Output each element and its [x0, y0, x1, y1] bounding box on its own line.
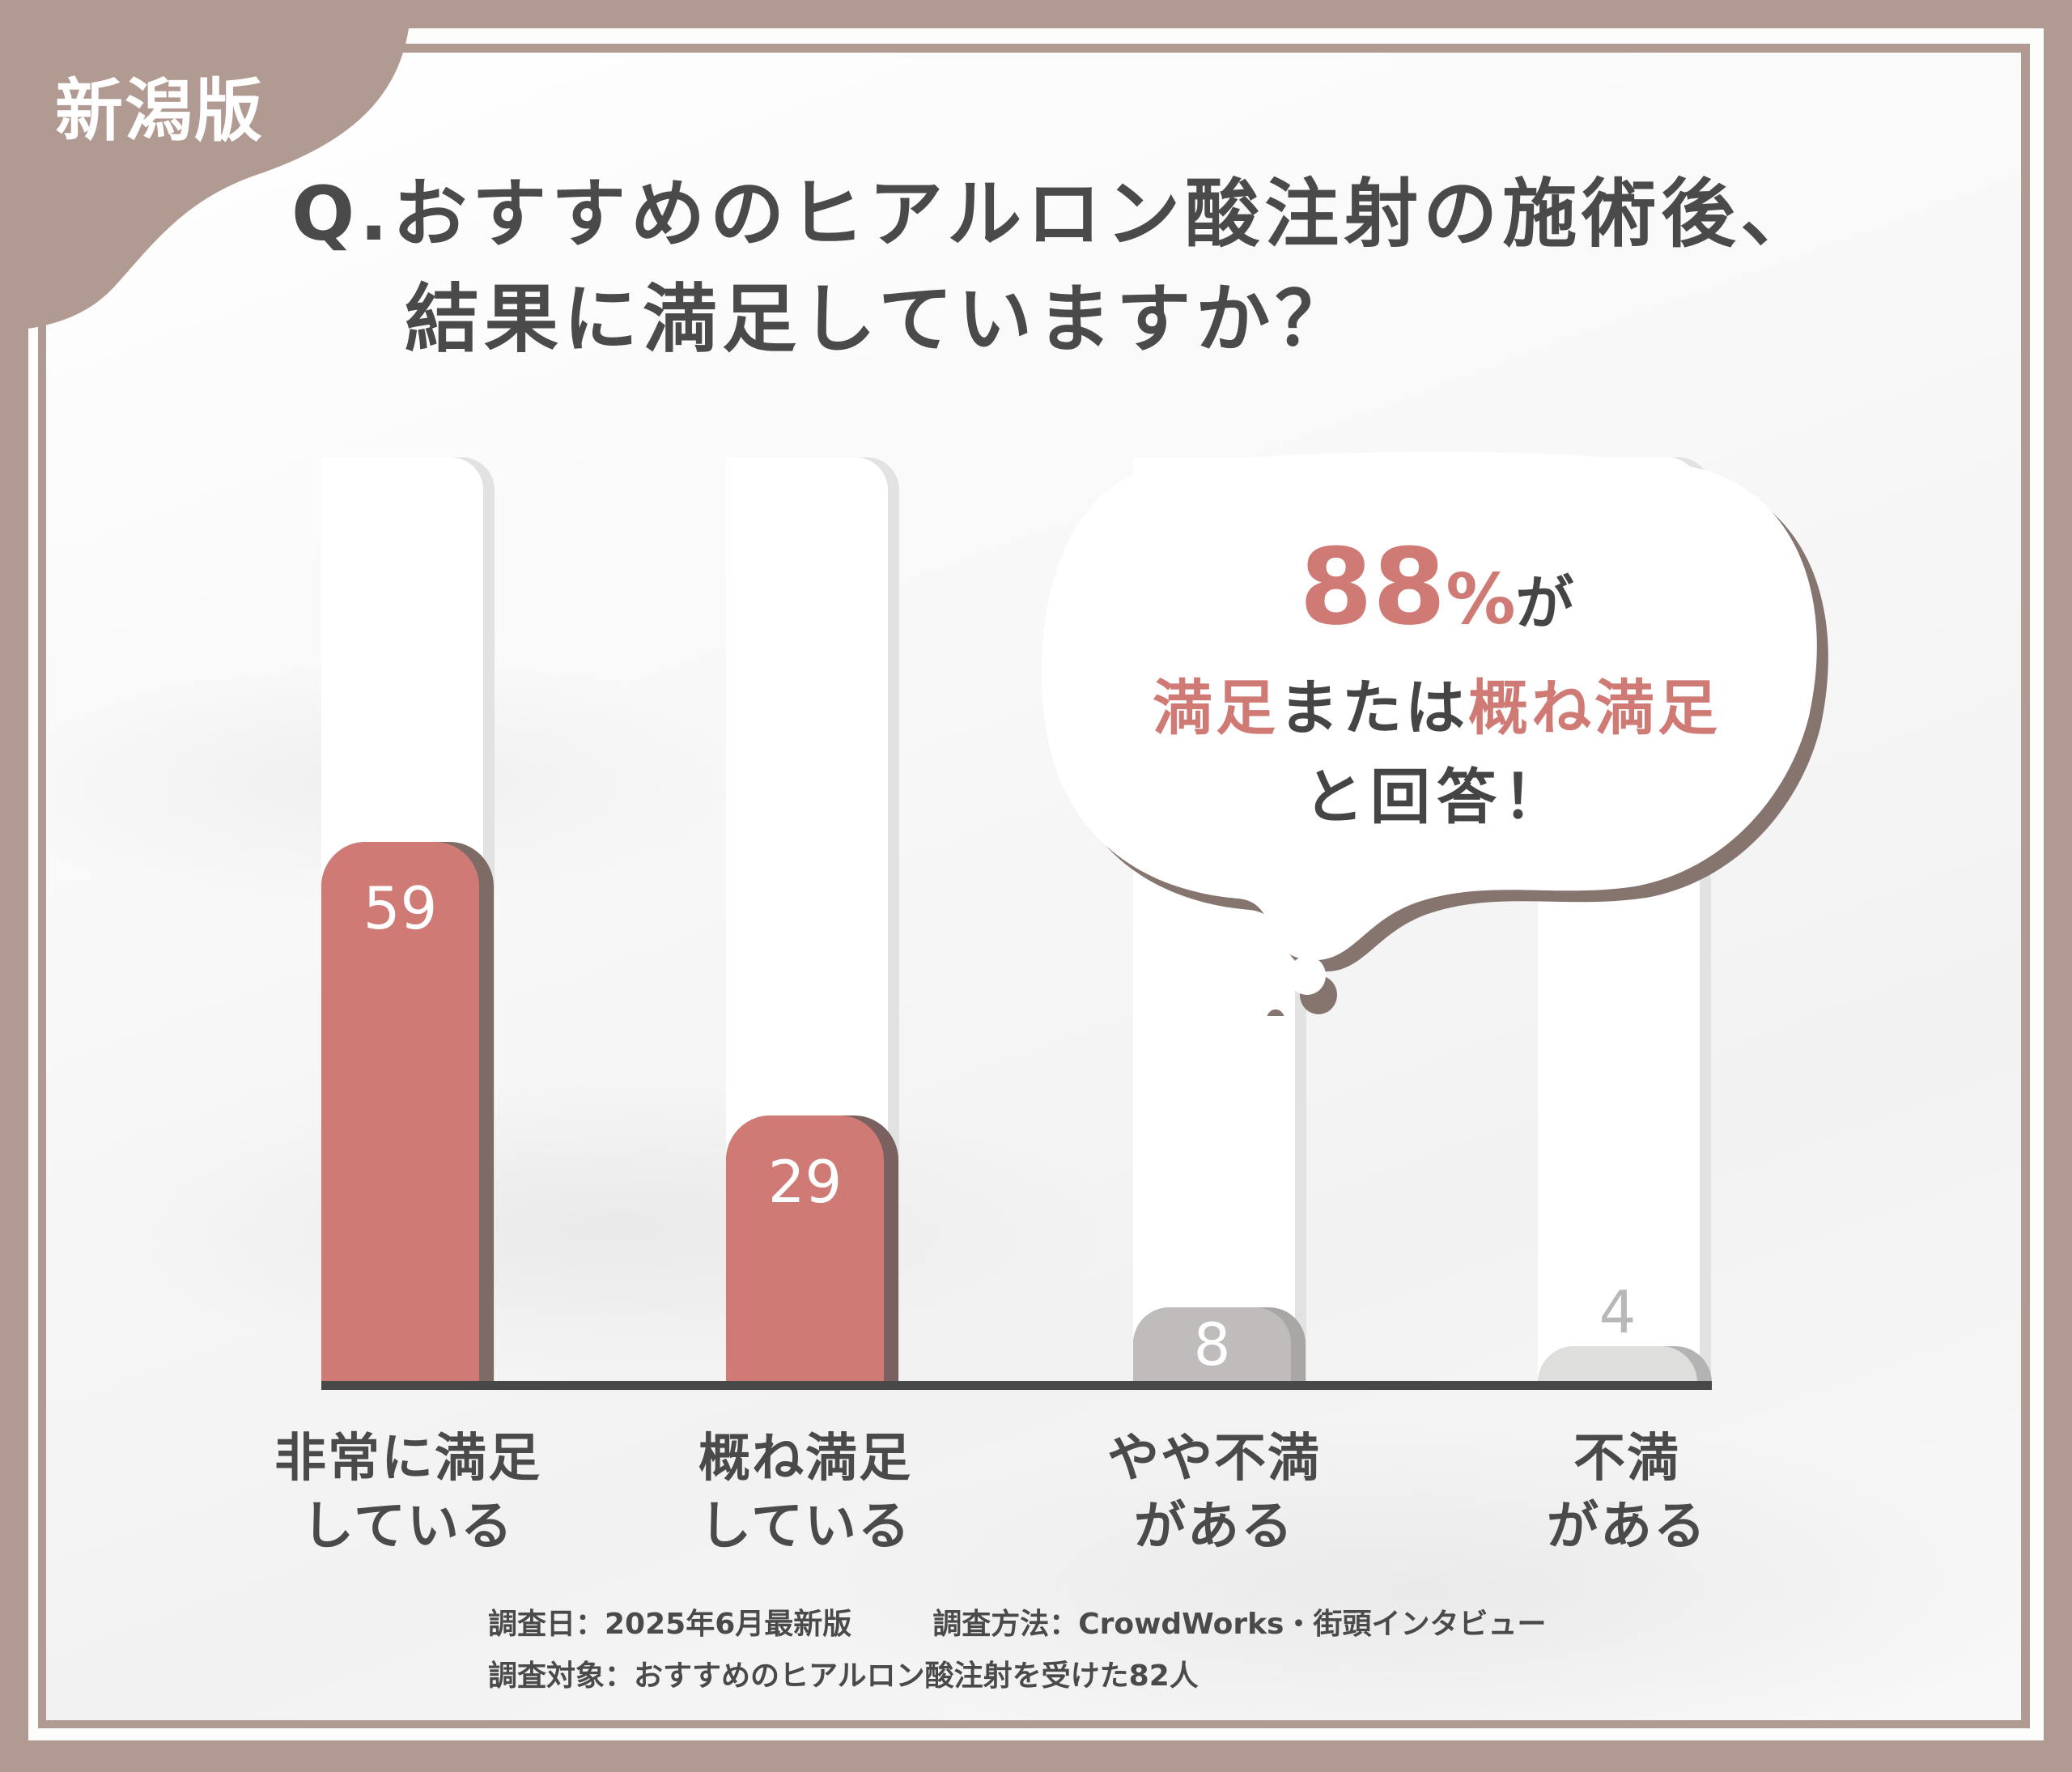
bar-mostly-satisfied: 29: [726, 1115, 898, 1383]
region-badge-label: 新潟版: [55, 71, 265, 151]
speech-bubble-shape: [1042, 452, 1828, 1016]
callout-percent: 88: [1299, 525, 1446, 648]
survey-method: 調査方法：CrowdWorks・街頭インタビュー: [932, 1608, 1547, 1641]
corner-badge-shape: [0, 0, 409, 332]
label-line: やや不満: [1107, 1429, 1321, 1489]
survey-notes: 調査日：2025年6月最新版 調査方法：CrowdWorks・街頭インタビュー 調…: [488, 1599, 1546, 1702]
bar-very-satisfied: 59: [321, 842, 494, 1383]
title-line-1: Q.おすすめのヒアルロン酸注射の施術後、: [291, 171, 1820, 257]
callout-headline: 88%が: [1052, 526, 1821, 664]
label-line: 非常に満足: [274, 1429, 541, 1489]
callout-line-3: と回答！: [1304, 763, 1569, 832]
survey-target: 調査対象：おすすめのヒアルロン酸注射を受けた82人: [488, 1659, 1199, 1693]
survey-date: 調査日：2025年6月最新版: [488, 1608, 852, 1641]
label-line: 不満: [1573, 1429, 1680, 1489]
callout-connector: または: [1279, 674, 1468, 743]
bar-dissatisfied: 4: [1538, 1278, 1712, 1383]
label-line: している: [301, 1497, 515, 1557]
label-line: 概ね満足: [698, 1429, 912, 1489]
bar-somewhat-dissatisfied: 8: [1133, 1307, 1306, 1383]
callout-accent-satisfied: 満足: [1153, 674, 1279, 743]
bar-value: 8: [1193, 1311, 1231, 1379]
x-label-somewhat-dissatisfied: やや不満 がある: [1044, 1425, 1384, 1561]
x-label-dissatisfied: 不満 がある: [1457, 1425, 1797, 1561]
bar-fill: [321, 842, 479, 1383]
x-label-very-satisfied: 非常に満足 している: [238, 1425, 578, 1561]
callout-percent-sign: %: [1446, 559, 1516, 640]
label-line: がある: [1547, 1497, 1707, 1557]
label-line: がある: [1134, 1497, 1294, 1557]
x-label-mostly-satisfied: 概ね満足 している: [635, 1425, 975, 1561]
label-line: している: [698, 1497, 912, 1557]
callout-text: 88%が 満足または概ね満足 と回答！: [1052, 526, 1821, 842]
bar-fill: [726, 1115, 884, 1383]
bar-value: 29: [767, 1148, 843, 1216]
callout-particle: が: [1515, 569, 1574, 637]
page-title: Q.おすすめのヒアルロン酸注射の施術後、 結果に満足していますか？: [291, 162, 1819, 372]
callout-accent-mostly-satisfied: 概ね満足: [1468, 674, 1721, 743]
bar-fill: [1538, 1346, 1697, 1383]
callout-line-2: 満足または概ね満足: [1052, 664, 1821, 753]
bar-value: 4: [1599, 1278, 1637, 1346]
bar-value: 59: [363, 874, 438, 942]
title-line-2: 結果に満足していますか？: [405, 276, 1355, 363]
bar-fill: [1133, 1307, 1291, 1383]
x-axis-baseline: [321, 1381, 1712, 1390]
